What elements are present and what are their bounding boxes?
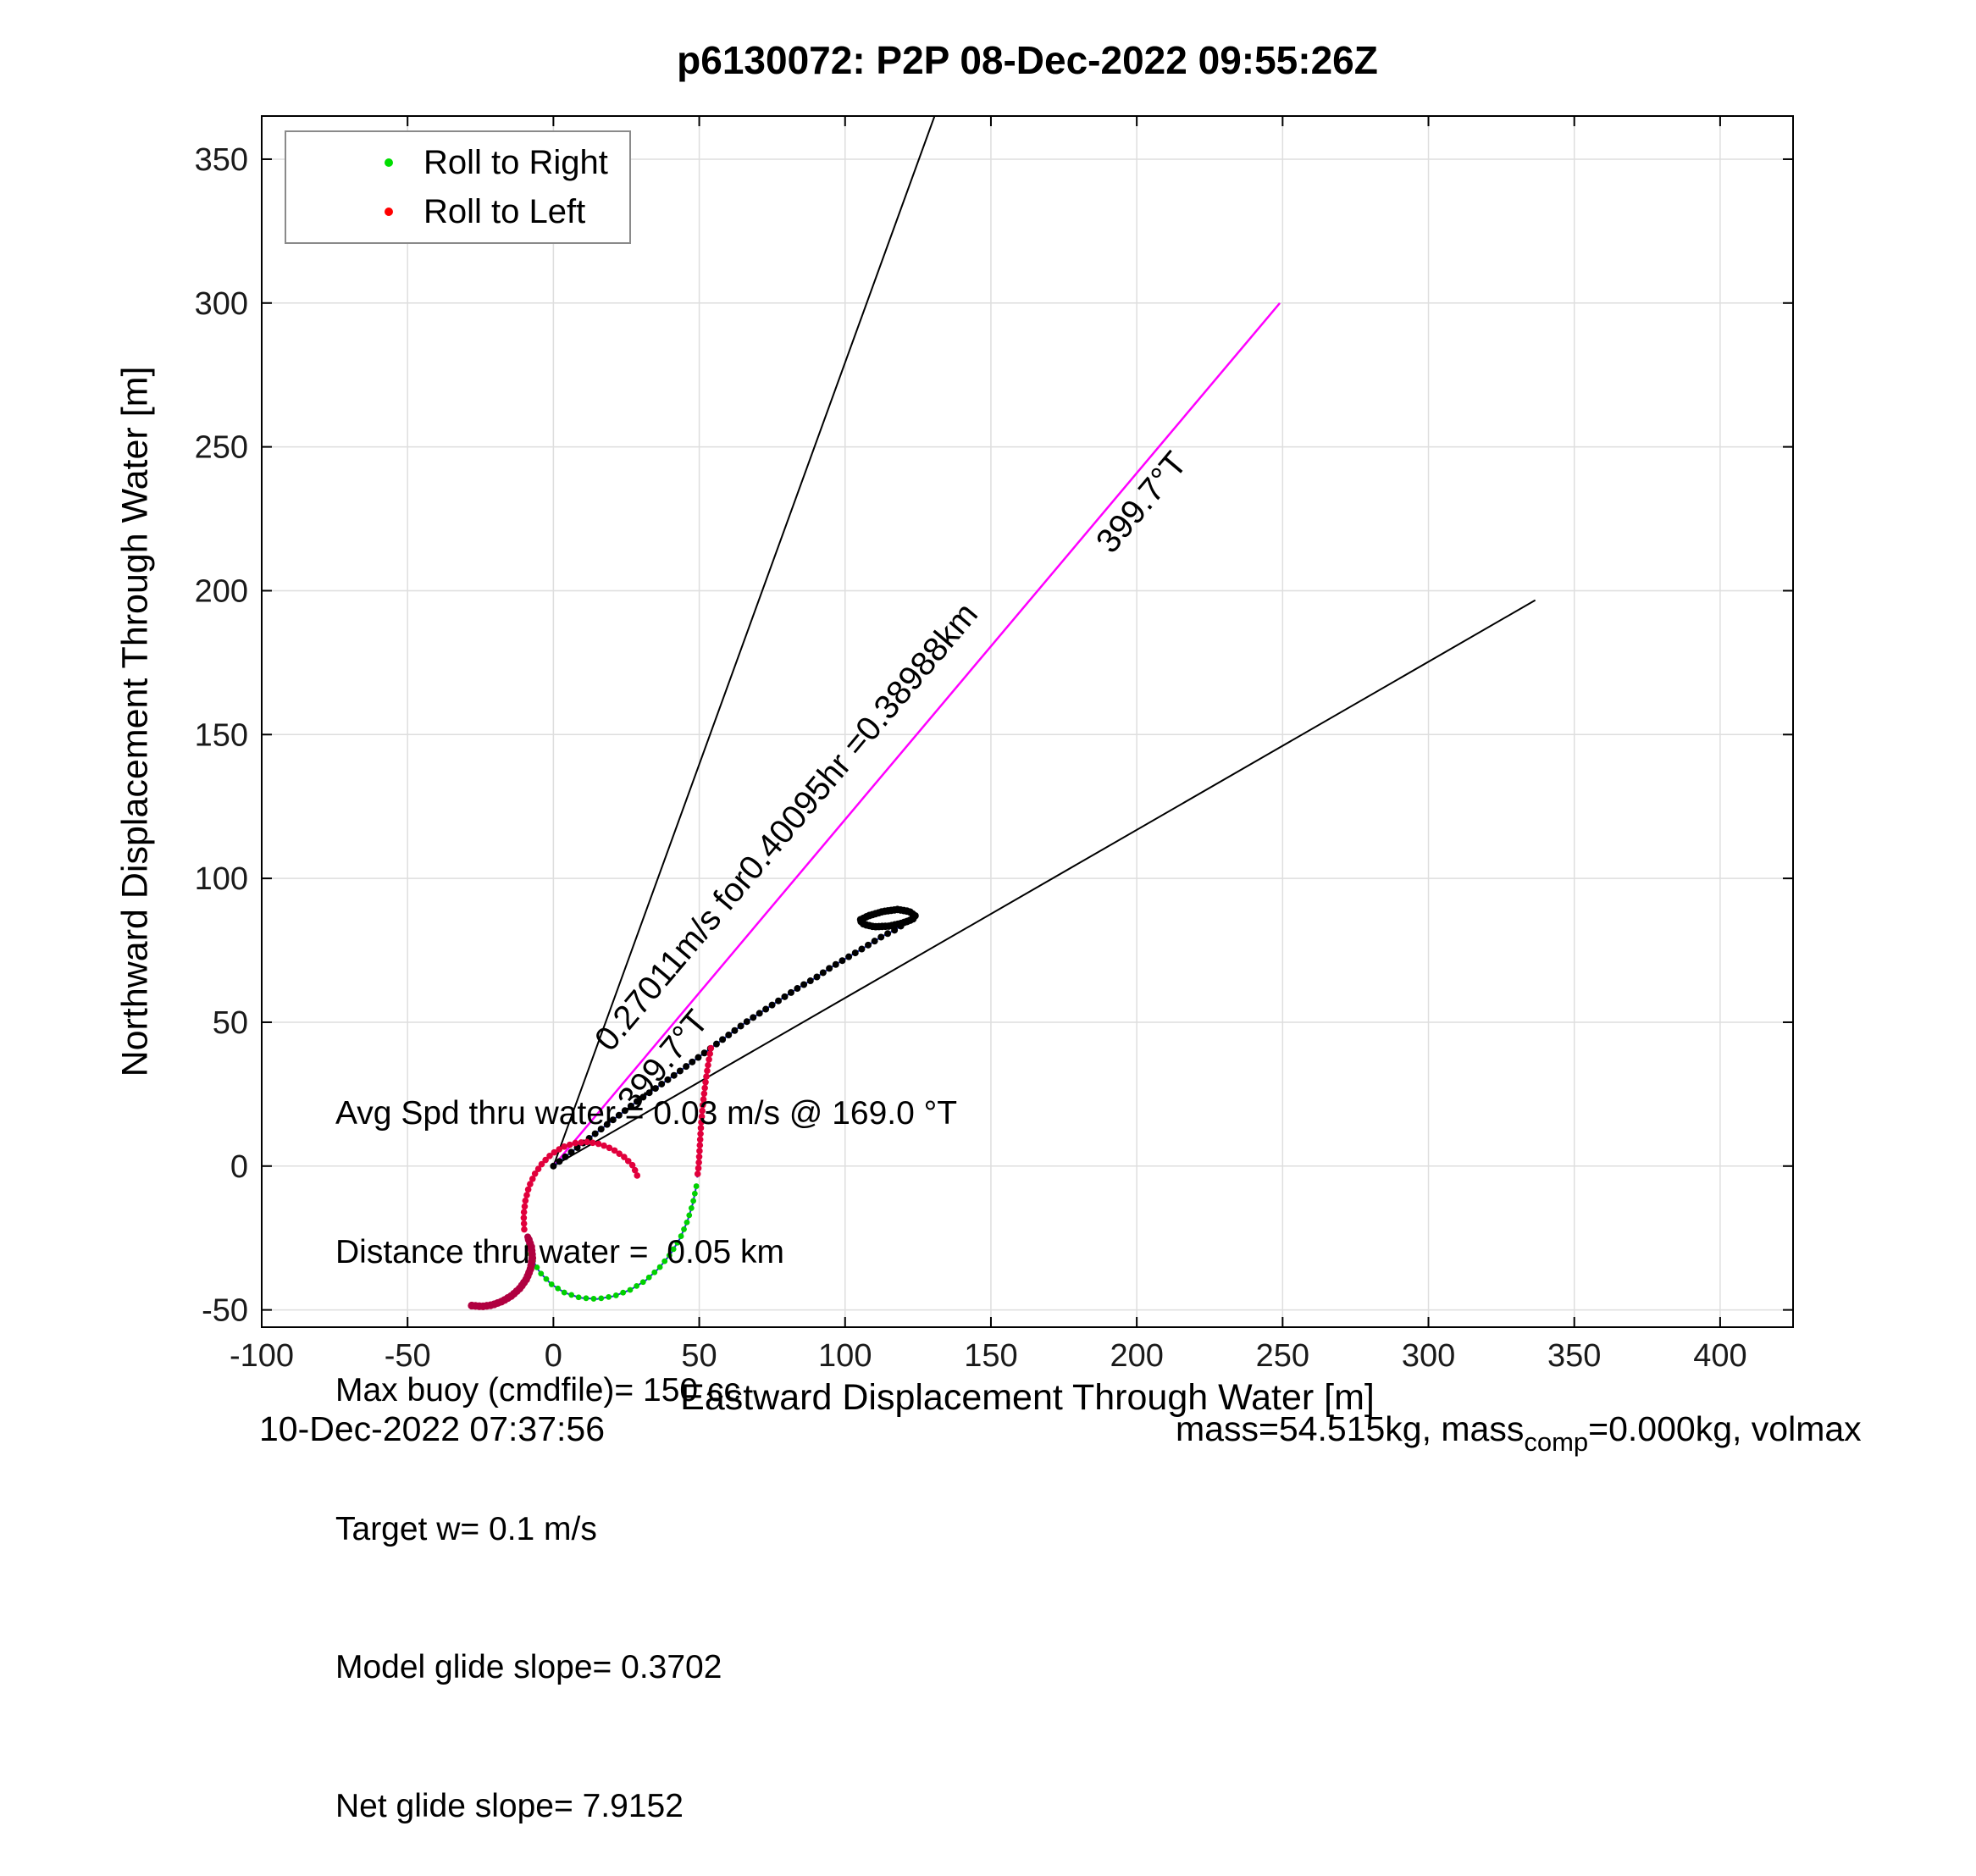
timestamp: 10-Dec-2022 07:37:56 <box>259 1409 606 1448</box>
x-tick-label: 300 <box>1402 1338 1455 1374</box>
legend-label: Roll to Left <box>423 192 586 230</box>
x-tick-label: 400 <box>1693 1338 1746 1374</box>
y-tick-label: 250 <box>195 430 248 466</box>
series-apogee-hook <box>856 905 919 931</box>
y-tick-label: 200 <box>195 573 248 609</box>
annotation-distance: Distance thru water = 0.05 km <box>335 1233 784 1270</box>
legend-icon-area <box>361 158 417 167</box>
mass-subscript: comp <box>1524 1427 1589 1457</box>
y-tick-label: -50 <box>202 1293 248 1329</box>
roll-right-marker-icon <box>385 158 393 167</box>
annotation-net-glide-slope: Net glide slope= 7.9152 <box>335 1787 684 1824</box>
axes-box <box>261 115 1794 1328</box>
series-end-drift-tail <box>468 1233 537 1310</box>
annotation-target-w: Target w= 0.1 m/s <box>335 1510 597 1547</box>
y-tick-label: 100 <box>195 861 248 897</box>
x-tick-label: -50 <box>385 1338 431 1374</box>
right-sector-ray <box>552 599 1536 1167</box>
legend-item-roll-left: Roll to Left <box>286 187 629 236</box>
x-tick-label: 0 <box>545 1338 562 1374</box>
legend: Roll to Right Roll to Left <box>285 130 631 244</box>
x-tick-label: 350 <box>1547 1338 1601 1374</box>
y-tick-label: 150 <box>195 717 248 753</box>
target-bearing-ray <box>552 302 1281 1167</box>
x-tick-label: -100 <box>230 1338 294 1374</box>
y-tick-label: 0 <box>230 1149 248 1185</box>
x-tick-label: 100 <box>818 1338 872 1374</box>
legend-item-roll-right: Roll to Right <box>286 138 629 187</box>
annotation-block: Avg Spd thru water = 0.03 m/s @ 169.0 °T… <box>335 999 957 1876</box>
annotation-avg-speed: Avg Spd thru water = 0.03 m/s @ 169.0 °T <box>335 1095 958 1132</box>
mass-text: mass=54.515kg, mass <box>1176 1409 1525 1448</box>
tick-marks: -100 -50 0 50 100 150 200 250 300 350 400 -50 0 50 100… <box>195 116 1793 1374</box>
legend-icon-area <box>361 208 417 216</box>
plot-canvas: -100 -50 0 50 100 150 200 250 300 350 400 -50 0 50 100… <box>195 115 1794 1374</box>
mass-text-suffix: =0.000kg, volmax <box>1588 1409 1862 1448</box>
annotation-max-buoy: Max buoy (cmdfile)= 150 cc <box>335 1372 740 1408</box>
roll-left-marker-icon <box>385 208 393 216</box>
legend-label: Roll to Right <box>423 143 608 181</box>
x-tick-label: 250 <box>1256 1338 1309 1374</box>
x-axis-label: Eastward Displacement Through Water [m] <box>680 1377 1375 1418</box>
gridlines <box>261 116 1793 1327</box>
series-roll-left-descent <box>694 1044 715 1178</box>
x-tick-label: 200 <box>1110 1338 1163 1374</box>
left-sector-ray <box>552 116 936 1167</box>
mass-info: mass=54.515kg, masscomp=0.000kg, volmax <box>1176 1409 1862 1458</box>
y-tick-label: 50 <box>213 1005 248 1041</box>
series-roll-left-spiral <box>520 1138 641 1233</box>
annotation-model-glide-slope: Model glide slope= 0.3702 <box>335 1649 722 1685</box>
y-tick-label: 350 <box>195 142 248 178</box>
plot-title: p6130072: P2P 08-Dec-2022 09:55:26Z <box>677 38 1378 82</box>
y-tick-label: 300 <box>195 286 248 322</box>
y-axis-label: Northward Displacement Through Water [m] <box>114 366 156 1077</box>
x-tick-label: 150 <box>964 1338 1017 1374</box>
plot-content <box>468 116 1536 1310</box>
x-tick-label: 50 <box>681 1338 717 1374</box>
